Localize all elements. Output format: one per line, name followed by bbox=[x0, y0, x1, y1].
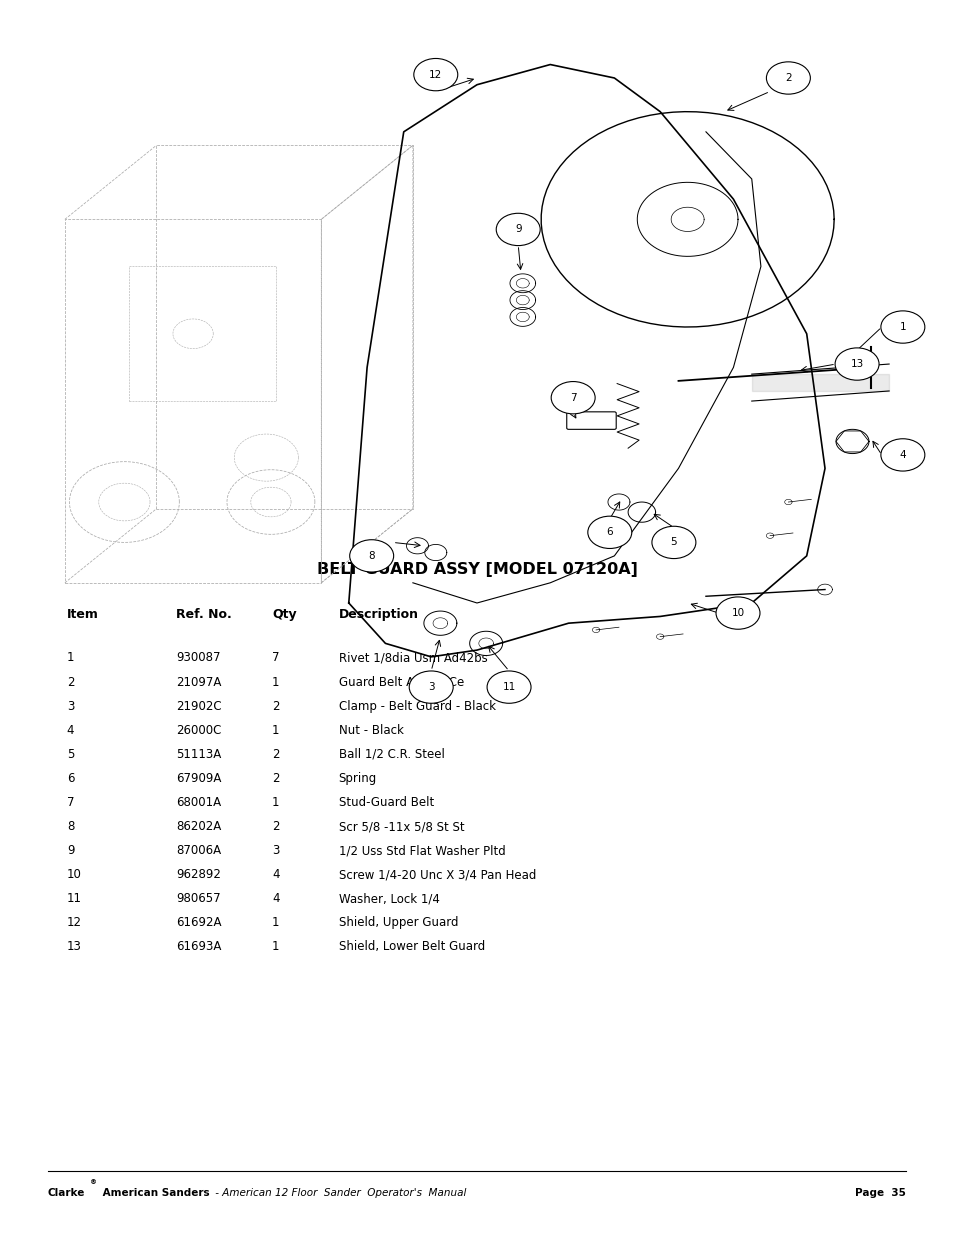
Text: 980657: 980657 bbox=[176, 893, 221, 905]
Text: Ref. No.: Ref. No. bbox=[176, 608, 232, 621]
Text: Screw 1/4-20 Unc X 3/4 Pan Head: Screw 1/4-20 Unc X 3/4 Pan Head bbox=[338, 868, 536, 882]
Circle shape bbox=[880, 311, 923, 343]
Text: 2: 2 bbox=[272, 748, 279, 761]
Text: 7: 7 bbox=[67, 797, 74, 809]
Text: 51113A: 51113A bbox=[176, 748, 221, 761]
Text: 67909A: 67909A bbox=[176, 772, 222, 785]
Text: American Sanders: American Sanders bbox=[99, 1188, 210, 1198]
Text: 13: 13 bbox=[849, 359, 862, 369]
Text: 2: 2 bbox=[272, 699, 279, 713]
Text: 2: 2 bbox=[272, 820, 279, 834]
Text: Shield, Upper Guard: Shield, Upper Guard bbox=[338, 916, 457, 930]
Text: - American 12 Floor  Sander  Operator's  Manual: - American 12 Floor Sander Operator's Ma… bbox=[212, 1188, 466, 1198]
Text: 3: 3 bbox=[272, 845, 279, 857]
Circle shape bbox=[765, 62, 809, 94]
Text: 11: 11 bbox=[502, 682, 516, 692]
Circle shape bbox=[551, 382, 595, 414]
Text: 3: 3 bbox=[67, 699, 74, 713]
Text: 962892: 962892 bbox=[176, 868, 221, 882]
Text: 61693A: 61693A bbox=[176, 941, 222, 953]
Text: 4: 4 bbox=[272, 893, 279, 905]
Text: 4: 4 bbox=[272, 868, 279, 882]
Text: 1: 1 bbox=[272, 676, 279, 689]
Text: 13: 13 bbox=[67, 941, 82, 953]
Text: 12: 12 bbox=[429, 69, 442, 79]
Text: 11: 11 bbox=[67, 893, 82, 905]
Circle shape bbox=[487, 671, 531, 703]
Text: Page  35: Page 35 bbox=[855, 1188, 905, 1198]
Text: 1: 1 bbox=[272, 797, 279, 809]
Text: 1: 1 bbox=[272, 724, 279, 737]
Text: 4: 4 bbox=[899, 450, 905, 459]
Text: Item: Item bbox=[67, 608, 98, 621]
Text: BELT GUARD ASSY [MODEL 07120A]: BELT GUARD ASSY [MODEL 07120A] bbox=[316, 562, 637, 577]
Text: 1: 1 bbox=[272, 941, 279, 953]
Text: 8: 8 bbox=[67, 820, 74, 834]
Text: 5: 5 bbox=[67, 748, 74, 761]
Text: Clarke: Clarke bbox=[48, 1188, 85, 1198]
Text: Rivet 1/8dia Usm Ad42bs: Rivet 1/8dia Usm Ad42bs bbox=[338, 652, 487, 664]
Text: 10: 10 bbox=[731, 608, 743, 618]
Text: Washer, Lock 1/4: Washer, Lock 1/4 bbox=[338, 893, 439, 905]
Text: Ball 1/2 C.R. Steel: Ball 1/2 C.R. Steel bbox=[338, 748, 444, 761]
Text: Description: Description bbox=[338, 608, 418, 621]
Text: 2: 2 bbox=[67, 676, 74, 689]
Circle shape bbox=[880, 438, 923, 471]
Text: Shield, Lower Belt Guard: Shield, Lower Belt Guard bbox=[338, 941, 484, 953]
Text: 10: 10 bbox=[67, 868, 82, 882]
Text: 7: 7 bbox=[272, 652, 279, 664]
Text: Clamp - Belt Guard - Black: Clamp - Belt Guard - Black bbox=[338, 699, 496, 713]
Text: 1/2 Uss Std Flat Washer Pltd: 1/2 Uss Std Flat Washer Pltd bbox=[338, 845, 505, 857]
Text: 6: 6 bbox=[67, 772, 74, 785]
Circle shape bbox=[409, 671, 453, 703]
Text: 86202A: 86202A bbox=[176, 820, 221, 834]
Text: 68001A: 68001A bbox=[176, 797, 221, 809]
Text: ®: ® bbox=[90, 1179, 96, 1186]
Text: 2: 2 bbox=[272, 772, 279, 785]
Circle shape bbox=[350, 540, 394, 572]
Text: 1: 1 bbox=[272, 916, 279, 930]
Circle shape bbox=[716, 597, 760, 630]
Text: 26000C: 26000C bbox=[176, 724, 222, 737]
Circle shape bbox=[587, 516, 631, 548]
Text: 6: 6 bbox=[606, 527, 613, 537]
Text: Scr 5/8 -11x 5/8 St St: Scr 5/8 -11x 5/8 St St bbox=[338, 820, 464, 834]
Text: 2: 2 bbox=[784, 73, 791, 83]
Text: 1: 1 bbox=[899, 322, 905, 332]
Circle shape bbox=[651, 526, 695, 558]
Text: 9: 9 bbox=[515, 225, 521, 235]
Circle shape bbox=[414, 58, 457, 91]
Text: Qty: Qty bbox=[272, 608, 296, 621]
Text: Stud-Guard Belt: Stud-Guard Belt bbox=[338, 797, 434, 809]
Text: 1: 1 bbox=[67, 652, 74, 664]
Text: 7: 7 bbox=[569, 393, 576, 403]
Text: 3: 3 bbox=[428, 682, 434, 692]
Text: 12: 12 bbox=[67, 916, 82, 930]
Text: 21902C: 21902C bbox=[176, 699, 222, 713]
Text: Guard Belt Am-12 Ce: Guard Belt Am-12 Ce bbox=[338, 676, 463, 689]
Circle shape bbox=[834, 348, 878, 380]
Text: Spring: Spring bbox=[338, 772, 376, 785]
Text: 61692A: 61692A bbox=[176, 916, 222, 930]
Text: 87006A: 87006A bbox=[176, 845, 221, 857]
Text: 21097A: 21097A bbox=[176, 676, 222, 689]
Text: 8: 8 bbox=[368, 551, 375, 561]
Text: 930087: 930087 bbox=[176, 652, 221, 664]
Text: 4: 4 bbox=[67, 724, 74, 737]
Text: 5: 5 bbox=[670, 537, 677, 547]
Circle shape bbox=[496, 214, 539, 246]
Text: 9: 9 bbox=[67, 845, 74, 857]
Text: Nut - Black: Nut - Black bbox=[338, 724, 403, 737]
